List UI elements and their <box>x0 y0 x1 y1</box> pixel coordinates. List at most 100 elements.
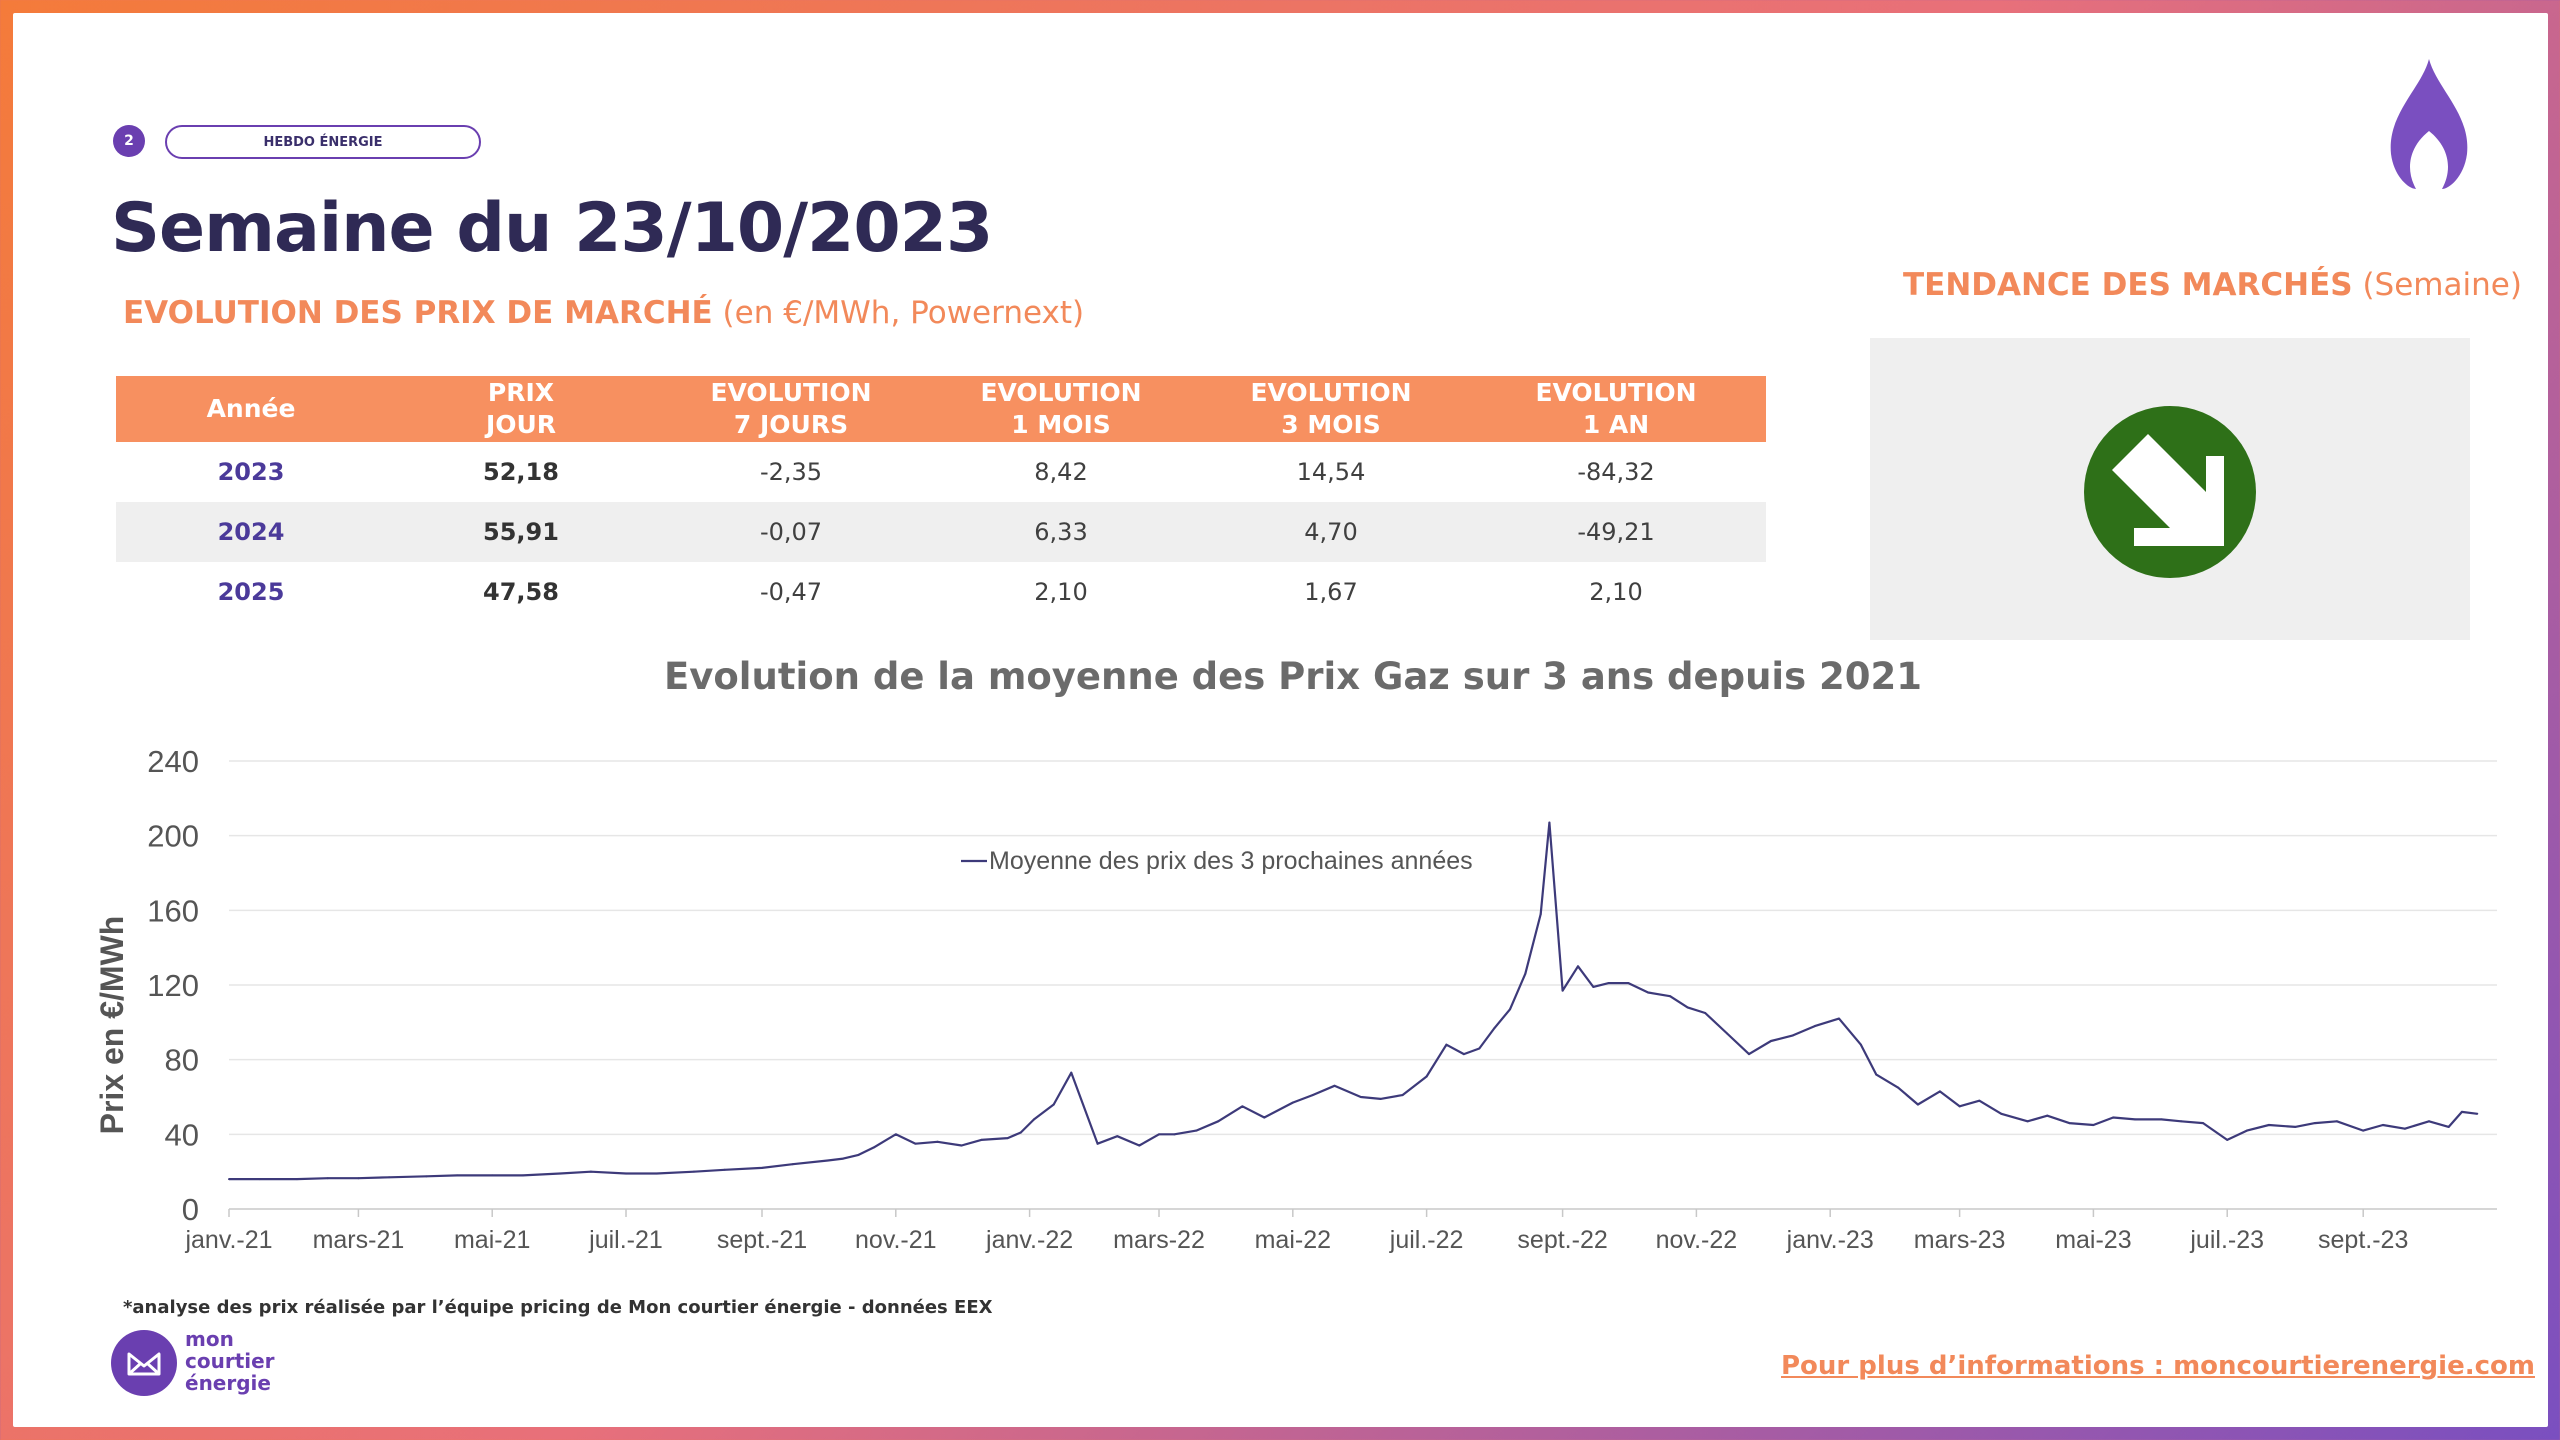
x-tick-label: juil.-22 <box>1389 1226 1464 1254</box>
data-point <box>1019 1131 1022 1134</box>
table-row: 2023 52,18 -2,35 8,42 14,54 -84,32 <box>116 442 1766 502</box>
data-point <box>2202 1122 2205 1125</box>
slide: 2 HEBDO ÉNERGIE Semaine du 23/10/2023 EV… <box>13 13 2548 1427</box>
data-point <box>1669 995 1672 998</box>
data-point <box>2112 1116 2115 1119</box>
data-point <box>2026 1120 2029 1123</box>
data-point <box>2381 1124 2384 1126</box>
trend-title-bold: TENDANCE DES MARCHÉS <box>1903 267 2353 303</box>
data-point <box>1938 1090 1941 1093</box>
data-point <box>2046 1114 2049 1117</box>
evolution-cell: -0,07 <box>656 502 926 562</box>
data-point <box>2068 1122 2071 1125</box>
data-point <box>872 1146 875 1149</box>
data-point <box>1686 1006 1689 1009</box>
table-header-line: PRIX <box>487 378 555 407</box>
table-header-line: Année <box>206 394 296 423</box>
y-tick-label: 240 <box>147 744 199 779</box>
data-point <box>2134 1118 2137 1121</box>
data-point <box>1647 991 1650 994</box>
data-point <box>1837 1017 1840 1020</box>
data-point <box>326 1177 329 1180</box>
data-point <box>1508 1008 1511 1011</box>
y-tick-label: 80 <box>165 1043 199 1078</box>
x-tick-label: mai-23 <box>2055 1226 2131 1254</box>
x-tick-label: mars-21 <box>313 1226 405 1254</box>
data-point <box>1401 1094 1404 1097</box>
y-tick-label: 160 <box>147 893 199 928</box>
x-tick-label: sept.-22 <box>1517 1226 1607 1254</box>
x-tick-label: janv.-22 <box>985 1226 1073 1254</box>
price-cell: 47,58 <box>483 578 559 606</box>
evolution-cell: -84,32 <box>1577 458 1655 486</box>
data-point <box>2000 1112 2003 1115</box>
x-tick-label: sept.-21 <box>717 1226 807 1254</box>
table-header-cell: EVOLUTION 1 MOIS <box>926 376 1196 442</box>
data-point <box>1548 821 1551 824</box>
evolution-cell: 14,54 <box>1296 458 1366 486</box>
data-point <box>2335 1120 2338 1123</box>
data-point <box>2362 1129 2365 1132</box>
data-point <box>960 1144 963 1147</box>
data-point <box>1524 972 1527 975</box>
data-point <box>1576 965 1579 968</box>
price-cell: 52,18 <box>483 458 559 486</box>
data-point <box>1539 913 1542 916</box>
data-point <box>894 1133 897 1136</box>
footnote: *analyse des prix réalisée par l’équipe … <box>123 1297 993 1318</box>
data-point <box>1445 1043 1448 1046</box>
data-point <box>655 1172 658 1175</box>
trend-down-arrow-icon <box>2084 406 2256 578</box>
evolution-cell: 2,10 <box>1034 578 1088 606</box>
trend-box <box>1870 338 2470 640</box>
data-point <box>1195 1129 1198 1132</box>
data-point <box>723 1168 726 1171</box>
section-title-unit: (en €/MWh, Powernext) <box>712 295 1085 331</box>
data-point <box>1241 1105 1244 1108</box>
data-point <box>2245 1129 2248 1132</box>
y-axis-label: Prix en €/MWh <box>94 916 130 1135</box>
data-point <box>857 1153 860 1156</box>
table-header-cell: EVOLUTION 1 AN <box>1466 376 1766 442</box>
x-tick-label: nov.-22 <box>1656 1226 1738 1254</box>
data-point <box>1173 1133 1176 1136</box>
data-point <box>521 1174 524 1177</box>
y-tick-label: 0 <box>182 1192 199 1227</box>
company-logo: mon courtier énergie <box>111 1328 281 1400</box>
section-title: EVOLUTION DES PRIX DE MARCHÉ (en €/MWh, … <box>123 295 1084 331</box>
more-info-link[interactable]: Pour plus d’informations : moncourtieren… <box>1781 1351 2535 1381</box>
data-point <box>1032 1118 1035 1121</box>
logo-envelope-icon <box>111 1330 177 1396</box>
trend-title-period: (Semaine) <box>2352 267 2522 303</box>
data-point <box>2092 1124 2095 1126</box>
data-point <box>1006 1137 1009 1140</box>
data-point <box>693 1170 696 1173</box>
year-cell: 2023 <box>217 458 285 486</box>
data-point <box>1704 1012 1707 1014</box>
data-point <box>1425 1075 1428 1078</box>
flame-icon <box>2390 59 2468 189</box>
data-point <box>357 1177 360 1180</box>
legend-label: Moyenne des prix des 3 prochaines années <box>989 847 1473 875</box>
data-point <box>2226 1138 2229 1141</box>
data-point <box>258 1178 261 1181</box>
table-header-row: Année PRIX JOUR EVOLUTION 7 JOURS EVOLUTION 1 … <box>116 376 1766 442</box>
evolution-cell: 6,33 <box>926 502 1196 562</box>
data-point <box>2447 1125 2450 1128</box>
table-header-line: EVOLUTION <box>1250 378 1412 407</box>
data-point <box>2267 1124 2270 1126</box>
table-header-cell: EVOLUTION 7 JOURS <box>656 376 926 442</box>
section-title-bold: EVOLUTION DES PRIX DE MARCHÉ <box>123 295 713 331</box>
data-point <box>1333 1084 1336 1087</box>
table-header-line: EVOLUTION <box>980 378 1142 407</box>
data-point <box>1096 1142 1099 1145</box>
data-point <box>1116 1135 1119 1138</box>
x-tick-label: nov.-21 <box>855 1226 937 1254</box>
table-header-cell: Année <box>116 376 386 442</box>
data-point <box>1070 1071 1073 1074</box>
year-cell: 2024 <box>116 502 386 562</box>
data-point <box>1726 1032 1729 1035</box>
hebdo-energie-pill: HEBDO ÉNERGIE <box>165 125 481 159</box>
table-header-line: JOUR <box>485 410 557 439</box>
data-point <box>1769 1040 1772 1042</box>
